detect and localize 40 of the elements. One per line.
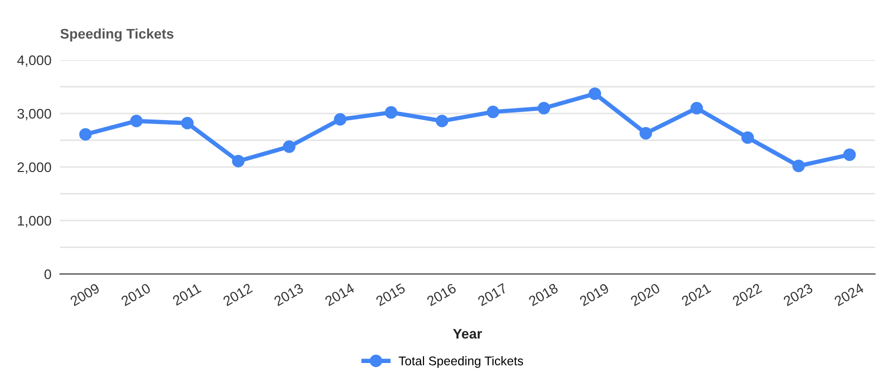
x-tick-label: 2012 [222,283,253,306]
x-tick-label: 2011 [172,282,202,306]
x-tick-label: 2024 [834,282,864,306]
x-tick-label: 2010 [120,282,152,306]
x-tick-label: 2018 [528,282,559,306]
point [130,114,143,128]
y-tick-label: 2,000 [18,162,52,174]
x-tick-label: 2015 [375,282,406,306]
point [690,102,703,114]
point [181,116,194,130]
x-tick-label: 2014 [324,282,356,306]
chart-title: Speeding Tickets [60,28,174,42]
legend-label: Total Speeding Tickets [398,356,524,368]
x-tick-label: 2019 [579,282,610,306]
x-tick-label: 2022 [732,283,762,306]
x-tick-label: 2013 [273,282,304,306]
point [741,131,754,144]
point [232,154,245,168]
point [843,148,856,161]
x-tick-label: 2023 [782,282,814,306]
y-tick-label: 0 [44,269,52,280]
point [588,87,602,100]
x-axis-title: Year [453,328,482,339]
x-tick-label: 2020 [630,282,661,306]
point [486,106,500,118]
x-tick-label: 2009 [70,282,100,306]
point [282,140,296,153]
y-tick-label: 3,000 [17,108,52,120]
point [79,128,92,141]
point [792,160,805,172]
y-tick-label: 4,000 [17,55,52,67]
y-tick-label: 1,000 [18,216,52,228]
x-tick-label: 2017 [477,283,508,306]
point [538,102,550,114]
x-tick-label: 2016 [426,282,457,306]
point [436,114,448,128]
point [334,113,346,126]
point [640,127,652,140]
point [384,106,398,119]
x-tick-label: 2021 [680,282,712,306]
